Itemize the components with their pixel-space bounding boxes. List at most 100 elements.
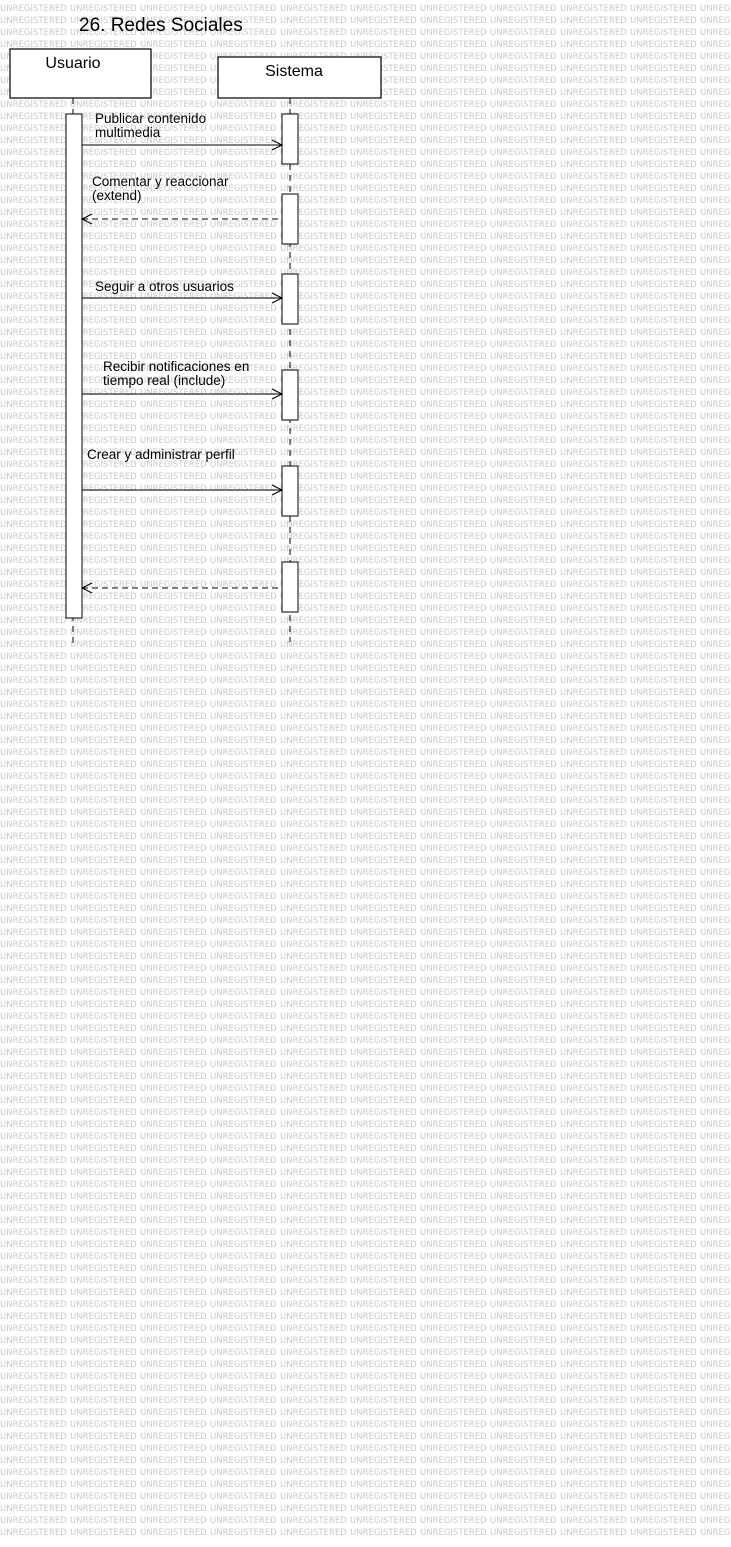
watermark-text: UNREGISTERED	[700, 1084, 731, 1094]
watermark-text: UNREGISTERED	[0, 1480, 67, 1490]
watermark-text: UNREGISTERED	[560, 1492, 627, 1502]
watermark-text: UNREGISTERED	[630, 1084, 697, 1094]
watermark-text: UNREGISTERED	[630, 1492, 697, 1502]
watermark-text: UNREGISTERED	[420, 232, 487, 242]
watermark-text: UNREGISTERED	[350, 976, 417, 986]
watermark-text: UNREGISTERED	[0, 1036, 67, 1046]
watermark-text: UNREGISTERED	[280, 1240, 347, 1250]
watermark-text: UNREGISTERED	[630, 736, 697, 746]
watermark-text: UNREGISTERED	[490, 508, 557, 518]
watermark-text: UNREGISTERED	[280, 1384, 347, 1394]
watermark-text: UNREGISTERED	[140, 1048, 207, 1058]
watermark-text: UNREGISTERED	[490, 424, 557, 434]
watermark-text: UNREGISTERED	[70, 124, 137, 134]
watermark-text: UNREGISTERED	[140, 652, 207, 662]
watermark-text: UNREGISTERED	[210, 376, 277, 386]
watermark-text: UNREGISTERED	[280, 1444, 347, 1454]
watermark-text: UNREGISTERED	[420, 1276, 487, 1286]
watermark-text: UNREGISTERED	[0, 664, 67, 674]
watermark-text: UNREGISTERED	[70, 1084, 137, 1094]
watermark-text: UNREGISTERED	[630, 196, 697, 206]
watermark-text: UNREGISTERED	[350, 700, 417, 710]
watermark-text: UNREGISTERED	[140, 112, 207, 122]
watermark-text: UNREGISTERED	[630, 1372, 697, 1382]
watermark-text: UNREGISTERED	[490, 1444, 557, 1454]
watermark-text: UNREGISTERED	[420, 616, 487, 626]
watermark-text: UNREGISTERED	[280, 592, 347, 602]
watermark-text: UNREGISTERED	[630, 760, 697, 770]
watermark-text: UNREGISTERED	[210, 328, 277, 338]
watermark-text: UNREGISTERED	[490, 1024, 557, 1034]
watermark-text: UNREGISTERED	[490, 928, 557, 938]
return-arrowhead	[80, 582, 93, 594]
watermark-text: UNREGISTERED	[560, 748, 627, 758]
watermark-text: UNREGISTERED	[630, 628, 697, 638]
watermark-text: UNREGISTERED	[0, 748, 67, 758]
watermark-text: UNREGISTERED	[70, 784, 137, 794]
watermark-text: UNREGISTERED	[420, 604, 487, 614]
watermark-text: UNREGISTERED	[420, 1252, 487, 1262]
watermark-text: UNREGISTERED	[210, 652, 277, 662]
watermark-text: UNREGISTERED	[0, 1348, 67, 1358]
watermark-text: UNREGISTERED	[490, 628, 557, 638]
watermark-text: UNREGISTERED	[420, 508, 487, 518]
watermark-text: UNREGISTERED	[630, 340, 697, 350]
watermark-text: UNREGISTERED	[490, 1252, 557, 1262]
watermark-text: UNREGISTERED	[70, 520, 137, 530]
watermark-text: UNREGISTERED	[700, 160, 731, 170]
watermark-text: UNREGISTERED	[140, 1348, 207, 1358]
watermark-text: UNREGISTERED	[420, 1384, 487, 1394]
watermark-text: UNREGISTERED	[280, 16, 347, 26]
watermark-text: UNREGISTERED	[210, 712, 277, 722]
watermark-text: UNREGISTERED	[0, 448, 67, 458]
watermark-text: UNREGISTERED	[280, 1264, 347, 1274]
watermark-text: UNREGISTERED	[350, 304, 417, 314]
watermark-text: UNREGISTERED	[0, 988, 67, 998]
watermark-text: UNREGISTERED	[560, 292, 627, 302]
watermark-text: UNREGISTERED	[280, 1168, 347, 1178]
watermark-text: UNREGISTERED	[0, 1276, 67, 1286]
watermark-text: UNREGISTERED	[140, 988, 207, 998]
watermark-text: UNREGISTERED	[350, 928, 417, 938]
watermark-text: UNREGISTERED	[700, 1468, 731, 1478]
watermark-text: UNREGISTERED	[700, 1288, 731, 1298]
watermark-text: UNREGISTERED	[140, 1192, 207, 1202]
watermark-text: UNREGISTERED	[420, 76, 487, 86]
watermark-text: UNREGISTERED	[210, 1084, 277, 1094]
watermark-text: UNREGISTERED	[70, 892, 137, 902]
watermark-text: UNREGISTERED	[140, 4, 207, 14]
watermark-text: UNREGISTERED	[490, 1468, 557, 1478]
watermark-text: UNREGISTERED	[490, 16, 557, 26]
watermark-text: UNREGISTERED	[0, 340, 67, 350]
activation-sistema-3	[281, 273, 299, 325]
watermark-text: UNREGISTERED	[350, 148, 417, 158]
watermark-text: UNREGISTERED	[560, 1156, 627, 1166]
watermark-text: UNREGISTERED	[560, 1168, 627, 1178]
watermark-text: UNREGISTERED	[700, 1528, 731, 1538]
watermark-text: UNREGISTERED	[630, 844, 697, 854]
watermark-text: UNREGISTERED	[210, 532, 277, 542]
watermark-text: UNREGISTERED	[350, 712, 417, 722]
watermark-text: UNREGISTERED	[350, 100, 417, 110]
watermark-text: UNREGISTERED	[0, 352, 67, 362]
watermark-text: UNREGISTERED	[350, 1156, 417, 1166]
watermark-text: UNREGISTERED	[140, 232, 207, 242]
watermark-text: UNREGISTERED	[420, 1492, 487, 1502]
watermark-text: UNREGISTERED	[700, 4, 731, 14]
watermark-text: UNREGISTERED	[210, 1060, 277, 1070]
watermark-text: UNREGISTERED	[490, 1516, 557, 1526]
watermark-text: UNREGISTERED	[280, 388, 347, 398]
watermark-text: UNREGISTERED	[210, 592, 277, 602]
watermark-text: UNREGISTERED	[140, 328, 207, 338]
watermark-text: UNREGISTERED	[0, 1060, 67, 1070]
watermark-text: UNREGISTERED	[490, 448, 557, 458]
watermark-text: UNREGISTERED	[140, 1036, 207, 1046]
watermark-text: UNREGISTERED	[210, 832, 277, 842]
watermark-text: UNREGISTERED	[490, 868, 557, 878]
watermark-text: UNREGISTERED	[420, 160, 487, 170]
watermark-text: UNREGISTERED	[210, 1516, 277, 1526]
watermark-text: UNREGISTERED	[630, 640, 697, 650]
watermark-text: UNREGISTERED	[700, 472, 731, 482]
watermark-text: UNREGISTERED	[140, 1228, 207, 1238]
watermark-text: UNREGISTERED	[280, 796, 347, 806]
